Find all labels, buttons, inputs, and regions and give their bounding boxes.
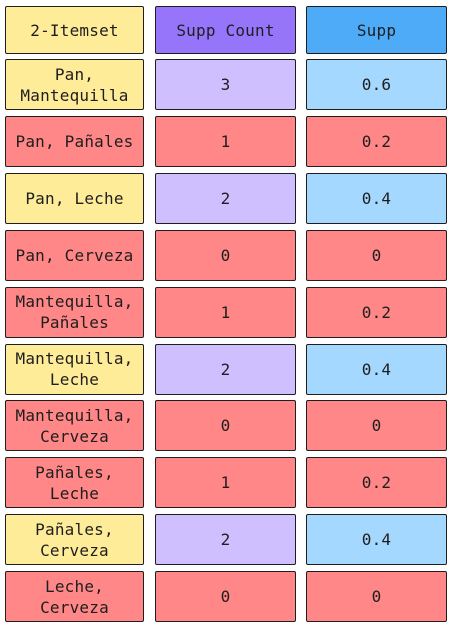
row-itemset-cell: Mantequilla, Pañales: [5, 286, 144, 338]
row-supp-cell: 0.6: [306, 59, 447, 110]
row-supp-count-cell: 2: [155, 514, 296, 566]
row-itemset-cell: Pan, Pañales: [5, 115, 144, 167]
row-supp-cell: 0.4: [306, 343, 447, 395]
row-supp-cell: 0.2: [306, 286, 447, 338]
header-supp: Supp: [306, 6, 447, 54]
row-itemset-cell: Leche, Cerveza: [5, 571, 144, 623]
row-itemset-cell: Pan, Mantequilla: [5, 59, 144, 110]
row-itemset-cell: Mantequilla, Cerveza: [5, 400, 144, 452]
row-itemset-cell: Pañales, Cerveza: [5, 514, 144, 566]
header-supp-count: Supp Count: [155, 6, 296, 54]
row-supp-cell: 0.2: [306, 115, 447, 167]
row-itemset-cell: Pan, Leche: [5, 172, 144, 224]
row-supp-count-cell: 0: [155, 571, 296, 623]
row-supp-cell: 0.2: [306, 457, 447, 509]
row-itemset-cell: Pañales, Leche: [5, 457, 144, 509]
row-supp-count-cell: 1: [155, 457, 296, 509]
row-supp-count-cell: 2: [155, 343, 296, 395]
row-supp-count-cell: 0: [155, 229, 296, 281]
row-supp-count-cell: 3: [155, 59, 296, 110]
row-supp-cell: 0: [306, 400, 447, 452]
row-supp-count-cell: 2: [155, 172, 296, 224]
row-supp-count-cell: 1: [155, 115, 296, 167]
row-itemset-cell: Pan, Cerveza: [5, 229, 144, 281]
row-itemset-cell: Mantequilla, Leche: [5, 343, 144, 395]
row-supp-cell: 0: [306, 229, 447, 281]
row-supp-count-cell: 0: [155, 400, 296, 452]
row-supp-count-cell: 1: [155, 286, 296, 338]
row-supp-cell: 0: [306, 571, 447, 623]
row-supp-cell: 0.4: [306, 172, 447, 224]
row-supp-cell: 0.4: [306, 514, 447, 566]
header-itemset: 2-Itemset: [5, 6, 144, 54]
